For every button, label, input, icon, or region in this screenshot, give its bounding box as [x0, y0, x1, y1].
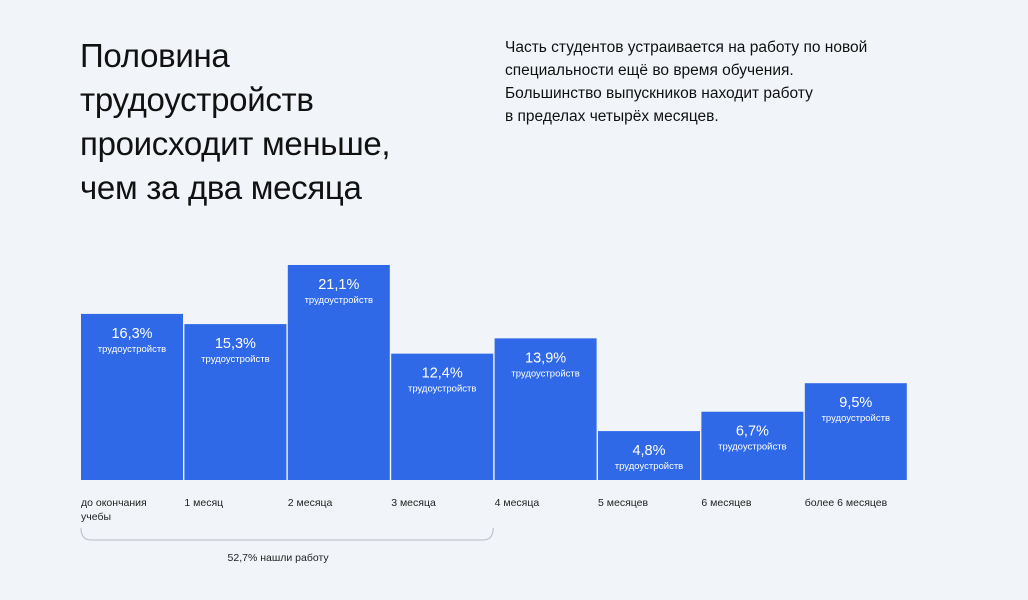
x-tick-label: более 6 месяцев: [805, 497, 888, 509]
bar-value-label: 16,3%: [111, 326, 152, 342]
bar-unit-label: трудоустройств: [718, 442, 786, 453]
title-line-2: трудоустройств: [80, 81, 314, 118]
bar: [391, 353, 494, 480]
x-tick-label: 2 месяца: [288, 497, 333, 509]
bar-value-label: 12,4%: [422, 366, 463, 382]
bar-value-label: 9,5%: [839, 395, 872, 411]
bar: [804, 383, 907, 480]
bar-value-label: 21,1%: [318, 277, 359, 293]
title-line-1: Половина: [80, 37, 230, 74]
x-tick-label: 4 месяца: [495, 497, 540, 509]
bar-unit-label: трудоустройств: [98, 344, 166, 355]
bar-unit-label: трудоустройств: [822, 413, 890, 424]
bar: [287, 264, 390, 480]
subtitle-line-1: Часть студентов устраивается на работу п…: [505, 39, 868, 56]
subtitle-line-2: специальности ещё во время обучения.: [505, 62, 794, 79]
x-tick-label: учебы: [81, 511, 111, 523]
bar-value-label: 4,8%: [632, 443, 665, 459]
x-tick-label: 3 месяца: [391, 497, 436, 509]
chart-title: Половина трудоустройств происходит меньш…: [80, 34, 460, 210]
bar-value-label: 13,9%: [525, 350, 566, 366]
title-line-3: происходит меньше,: [80, 125, 391, 162]
x-tick-label: 6 месяцев: [701, 497, 751, 509]
title-line-4: чем за два месяца: [80, 169, 362, 206]
bar-unit-label: трудоустройств: [201, 354, 269, 365]
bar-unit-label: трудоустройств: [615, 461, 683, 472]
x-tick-label: 1 месяц: [184, 497, 223, 509]
x-tick-label: 5 месяцев: [598, 497, 648, 509]
chart-subtitle: Часть студентов устраивается на работу п…: [505, 36, 925, 128]
subtitle-line-3: Большинство выпускников находит работу: [505, 85, 813, 102]
x-tick-label: до окончания: [81, 497, 147, 509]
subtitle-line-4: в пределах четырёх месяцев.: [505, 108, 719, 125]
bar-value-label: 15,3%: [215, 336, 256, 352]
bar-unit-label: трудоустройств: [408, 384, 476, 395]
bar-unit-label: трудоустройств: [511, 368, 579, 379]
bar: [184, 324, 287, 480]
annotation-bracket: [80, 527, 494, 541]
bar: [81, 313, 183, 480]
bar-unit-label: трудоустройств: [305, 295, 373, 306]
annotation-label: 52,7% нашли работу: [228, 552, 330, 564]
bar: [598, 431, 700, 480]
bar: [494, 338, 597, 480]
bar-value-label: 6,7%: [736, 424, 769, 440]
bar: [701, 411, 804, 480]
